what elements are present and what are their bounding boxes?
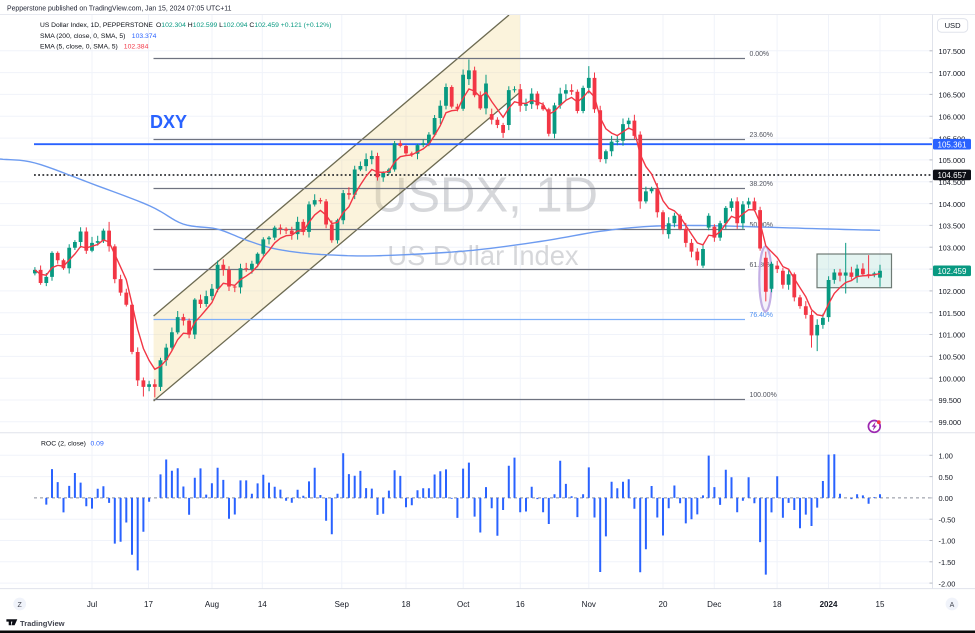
svg-text:103.000: 103.000 xyxy=(939,243,966,252)
svg-text:100.500: 100.500 xyxy=(939,353,966,362)
svg-text:106.500: 106.500 xyxy=(939,91,966,100)
svg-text:0.00: 0.00 xyxy=(939,494,953,503)
svg-text:105.000: 105.000 xyxy=(939,156,966,165)
svg-text:TradingView: TradingView xyxy=(20,619,65,628)
svg-text:Dec: Dec xyxy=(707,600,721,609)
svg-text:23.60%: 23.60% xyxy=(750,132,773,139)
svg-text:US Dollar Index, 1D, PEPPERSTO: US Dollar Index, 1D, PEPPERSTONE xyxy=(40,22,153,29)
svg-text:1.00: 1.00 xyxy=(939,452,953,461)
svg-text:SMA (200, close, 0, SMA, 5): SMA (200, close, 0, SMA, 5) xyxy=(40,33,125,40)
svg-text:18: 18 xyxy=(402,600,411,609)
svg-text:103.374: 103.374 xyxy=(132,33,157,40)
svg-text:-2.00: -2.00 xyxy=(939,579,956,588)
svg-text:105.361: 105.361 xyxy=(938,140,967,149)
svg-text:102.459: 102.459 xyxy=(938,267,967,276)
svg-text:102.000: 102.000 xyxy=(939,287,966,296)
svg-text:Nov: Nov xyxy=(582,600,596,609)
svg-text:Sep: Sep xyxy=(335,600,350,609)
svg-text:76.40%: 76.40% xyxy=(750,312,773,319)
svg-text:104.657: 104.657 xyxy=(938,171,967,180)
svg-text:102.384: 102.384 xyxy=(124,44,149,51)
svg-text:EMA (5, close, 0, SMA, 5): EMA (5, close, 0, SMA, 5) xyxy=(40,44,118,51)
svg-text:US Dollar Index: US Dollar Index xyxy=(387,240,579,271)
svg-text:0.00%: 0.00% xyxy=(750,51,770,58)
svg-text:99.000: 99.000 xyxy=(939,418,962,427)
svg-text:Oct: Oct xyxy=(457,600,470,609)
svg-text:15: 15 xyxy=(876,600,885,609)
svg-text:2024: 2024 xyxy=(820,600,838,609)
svg-text:61.80%: 61.80% xyxy=(750,262,773,269)
svg-text:20: 20 xyxy=(659,600,668,609)
svg-text:18: 18 xyxy=(773,600,782,609)
svg-text:103.500: 103.500 xyxy=(939,222,966,231)
svg-text:-0.50: -0.50 xyxy=(939,515,956,524)
svg-text:Aug: Aug xyxy=(205,600,219,609)
svg-text:Z: Z xyxy=(18,602,23,609)
svg-text:101.500: 101.500 xyxy=(939,309,966,318)
svg-text:107.000: 107.000 xyxy=(939,69,966,78)
svg-text:106.000: 106.000 xyxy=(939,113,966,122)
svg-text:100.000: 100.000 xyxy=(939,374,966,383)
svg-text:USDX, 1D: USDX, 1D xyxy=(372,169,598,223)
svg-text:Pepperstone published on Tradi: Pepperstone published on TradingView.com… xyxy=(7,6,232,13)
svg-text:0.09: 0.09 xyxy=(91,440,104,447)
svg-text:USD: USD xyxy=(945,21,962,30)
svg-text:-1.50: -1.50 xyxy=(939,558,956,567)
svg-text:105.500: 105.500 xyxy=(939,134,966,143)
svg-text:16: 16 xyxy=(516,600,525,609)
svg-text:A: A xyxy=(950,602,955,609)
svg-text:104.000: 104.000 xyxy=(939,200,966,209)
svg-text:Jul: Jul xyxy=(87,600,97,609)
svg-text:0.50: 0.50 xyxy=(939,473,953,482)
svg-text:-1.00: -1.00 xyxy=(939,537,956,546)
svg-text:107.500: 107.500 xyxy=(939,47,966,56)
svg-text:99.500: 99.500 xyxy=(939,396,962,405)
svg-text:14: 14 xyxy=(258,600,267,609)
svg-text:O102.304 H102.599 L102.094 C10: O102.304 H102.599 L102.094 C102.459 +0.1… xyxy=(156,22,331,29)
svg-text:38.20%: 38.20% xyxy=(750,181,773,188)
svg-text:ROC (2, close): ROC (2, close) xyxy=(41,440,86,447)
svg-text:DXY: DXY xyxy=(150,112,187,132)
svg-text:104.500: 104.500 xyxy=(939,178,966,187)
svg-text:17: 17 xyxy=(144,600,153,609)
svg-text:100.00%: 100.00% xyxy=(750,392,777,399)
svg-text:101.000: 101.000 xyxy=(939,331,966,340)
